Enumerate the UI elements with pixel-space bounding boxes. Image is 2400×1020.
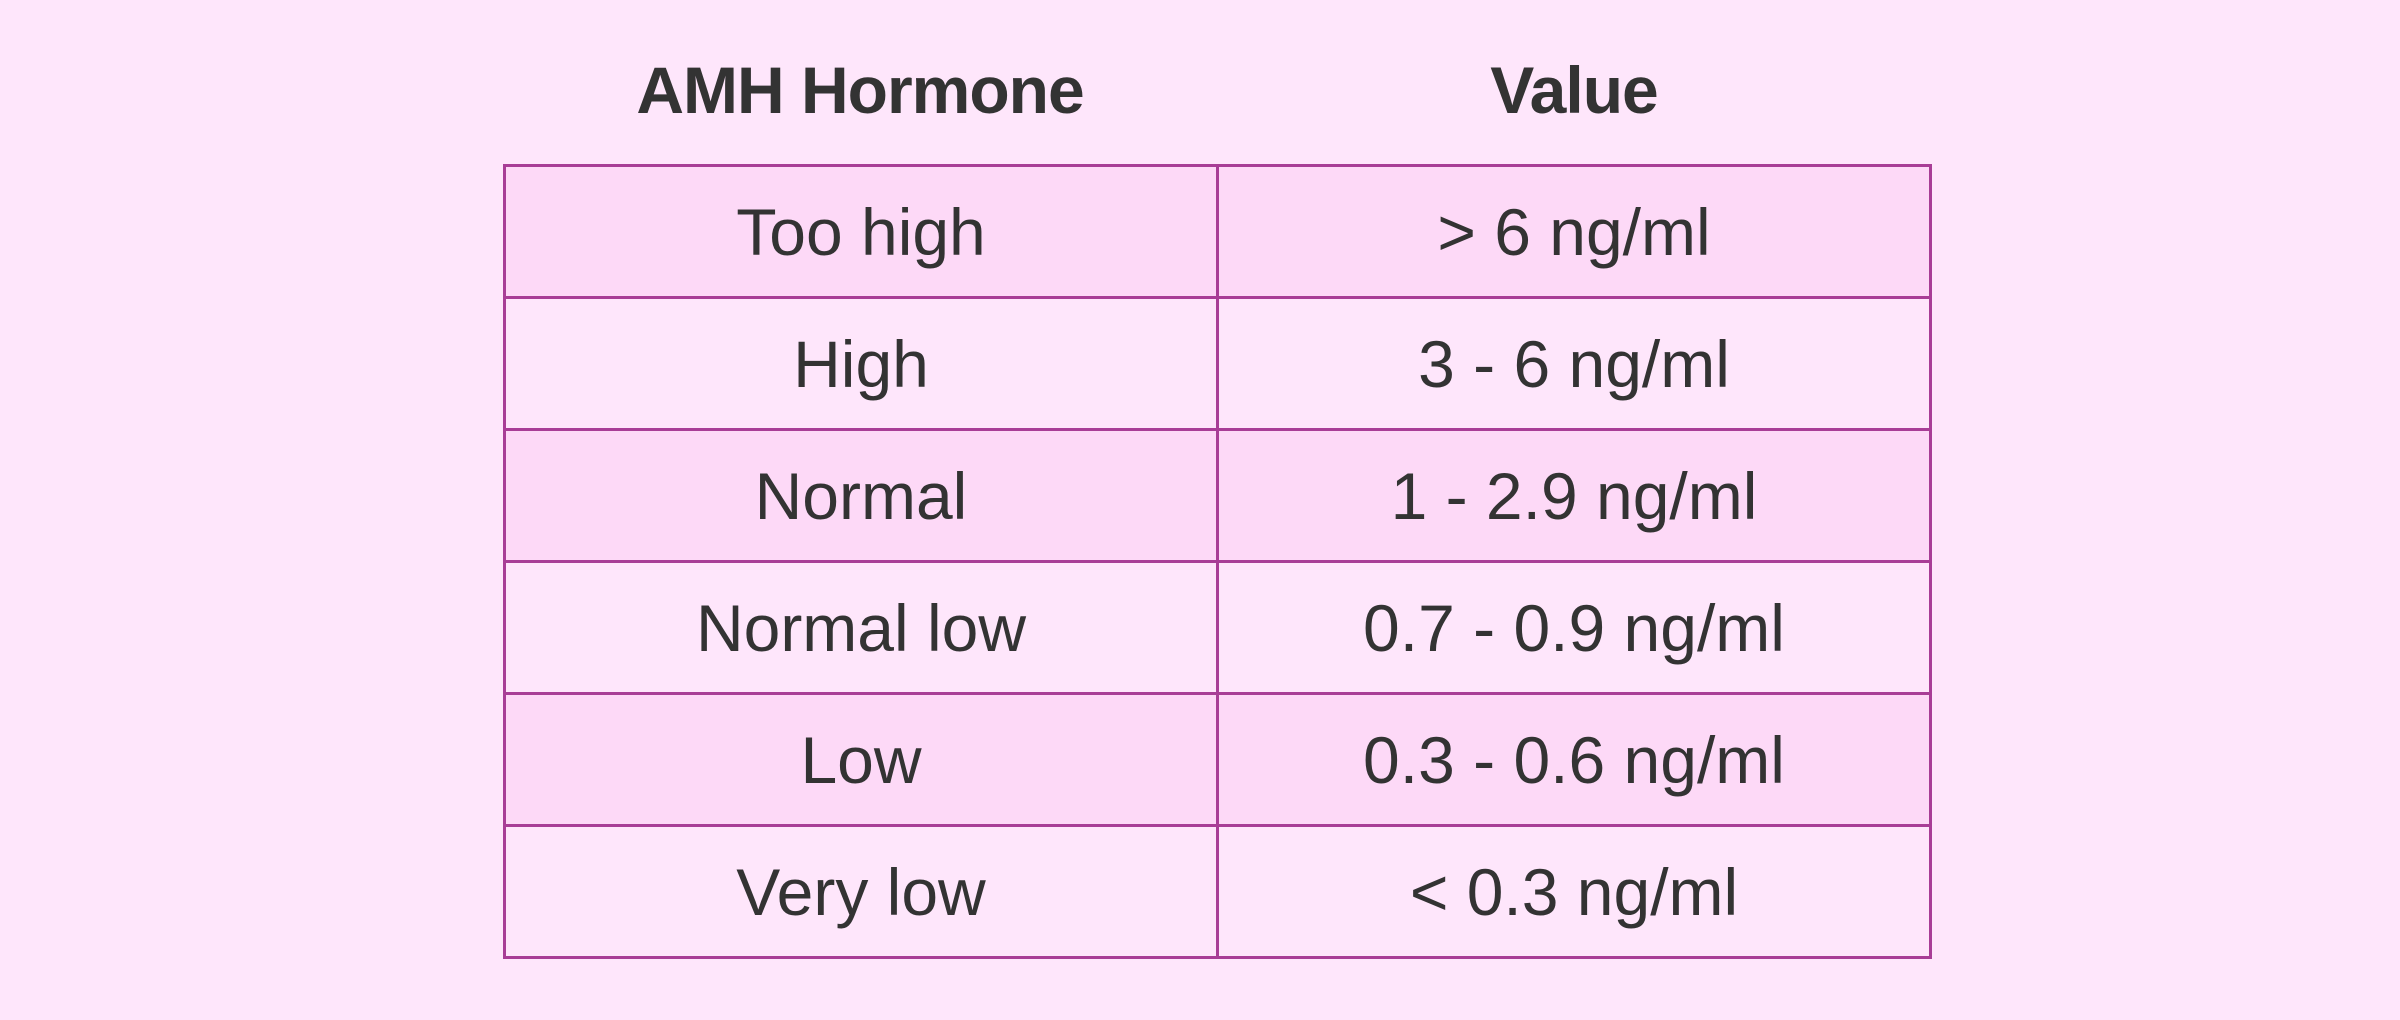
table-row: Low 0.3 - 0.6 ng/ml <box>503 692 1932 827</box>
table: Too high > 6 ng/ml High 3 - 6 ng/ml Normal 1 … <box>503 164 1932 959</box>
table-cell: > 6 ng/ml <box>1216 164 1932 299</box>
table-cell: Very low <box>503 824 1219 959</box>
table-cell: 1 - 2.9 ng/ml <box>1216 428 1932 563</box>
table-header: AMH Hormone Value <box>503 0 1932 164</box>
table-row: Normal 1 - 2.9 ng/ml <box>503 428 1932 563</box>
table-cell: < 0.3 ng/ml <box>1216 824 1932 959</box>
table-cell: Low <box>503 692 1219 827</box>
column-header: Value <box>1490 53 1658 127</box>
table-row: Normal low 0.7 - 0.9 ng/ml <box>503 560 1932 695</box>
table-cell: Normal low <box>503 560 1219 695</box>
table-cell: 0.7 - 0.9 ng/ml <box>1216 560 1932 695</box>
table-row: High 3 - 6 ng/ml <box>503 296 1932 431</box>
table-cell: Normal <box>503 428 1219 563</box>
column-header: AMH Hormone <box>636 53 1084 127</box>
table-cell: 0.3 - 0.6 ng/ml <box>1216 692 1932 827</box>
table-cell: High <box>503 296 1219 431</box>
table-row: Too high > 6 ng/ml <box>503 164 1932 299</box>
table-cell: Too high <box>503 164 1219 299</box>
table-cell: 3 - 6 ng/ml <box>1216 296 1932 431</box>
table-wrapper: AMH Hormone Value Too high > 6 ng/ml High 3 … <box>503 0 1932 959</box>
table-row: Very low < 0.3 ng/ml <box>503 824 1932 959</box>
